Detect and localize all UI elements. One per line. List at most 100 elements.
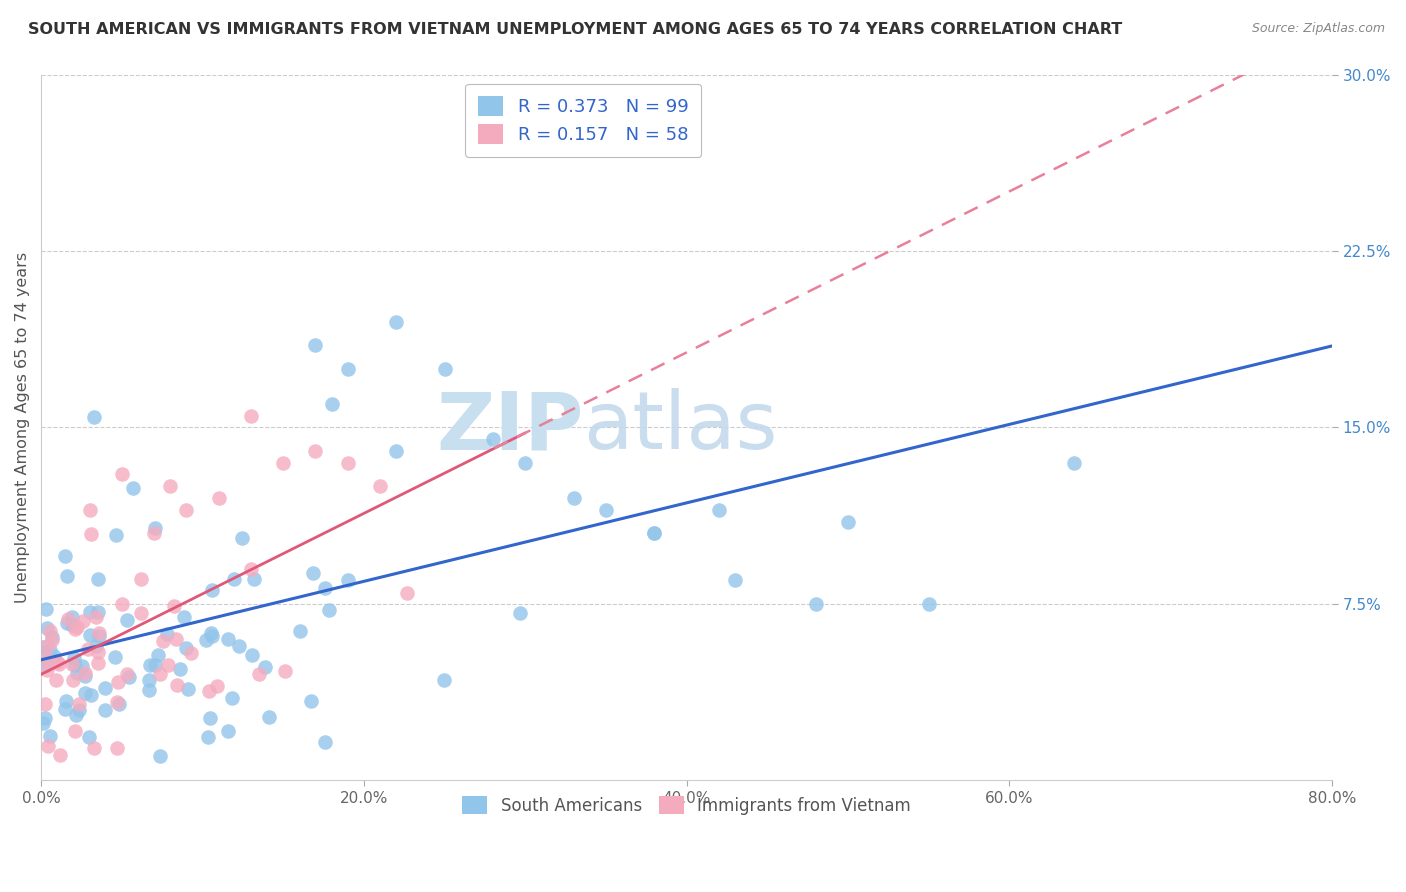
Point [917,597,939,611]
Point [804,597,827,611]
Point [152,634,174,648]
Point [231,532,253,546]
Point [79,502,101,516]
Point [73,665,96,680]
Text: Source: ZipAtlas.com: Source: ZipAtlas.com [1251,22,1385,36]
Point [321,397,343,411]
Point [509,607,531,621]
Point [31,640,53,654]
Point [107,695,129,709]
Point [41,632,63,647]
Point [243,572,266,586]
Point [163,599,186,613]
Point [63,623,86,637]
Point [62,610,84,624]
Point [67,703,90,717]
Point [34,711,56,725]
Point [60,618,83,632]
Point [173,609,195,624]
Point [239,561,262,575]
Point [73,686,96,700]
Point [48,657,70,671]
Point [643,526,665,541]
Point [304,444,326,458]
Point [35,639,58,653]
Point [180,646,202,660]
Point [77,641,100,656]
Point [385,444,408,458]
Point [271,456,294,470]
Point [107,675,129,690]
Point [217,632,239,646]
Point [34,658,56,673]
Point [115,613,138,627]
Point [38,729,60,743]
Point [562,491,585,505]
Point [314,582,336,596]
Point [194,633,217,648]
Point [257,710,280,724]
Point [77,730,100,744]
Point [129,606,152,620]
Point [41,630,63,644]
Point [433,673,456,687]
Point [66,620,89,634]
Point [42,649,65,664]
Text: atlas: atlas [583,388,778,467]
Point [288,624,311,639]
Point [35,651,58,665]
Point [837,515,859,529]
Point [70,659,93,673]
Point [174,640,197,655]
Point [217,723,239,738]
Point [247,666,270,681]
Point [104,527,127,541]
Point [143,526,166,541]
Point [38,643,60,657]
Point [176,502,198,516]
Point [55,694,77,708]
Point [35,622,58,636]
Point [138,673,160,687]
Point [34,697,56,711]
Point [60,657,83,671]
Point [254,660,277,674]
Point [56,612,79,626]
Point [318,603,340,617]
Point [273,664,295,678]
Point [122,481,145,495]
Point [63,651,86,665]
Point [222,572,245,586]
Point [32,716,55,731]
Point [177,682,200,697]
Point [111,597,134,611]
Point [53,549,76,564]
Point [304,338,326,352]
Point [143,521,166,535]
Point [1063,456,1085,470]
Point [115,666,138,681]
Text: ZIP: ZIP [436,388,583,467]
Point [165,632,187,647]
Point [93,681,115,695]
Point [93,702,115,716]
Point [201,628,224,642]
Point [149,748,172,763]
Point [337,574,360,588]
Point [72,614,94,628]
Point [79,628,101,642]
Legend: South Americans, Immigrants from Vietnam: South Americans, Immigrants from Vietnam [453,786,921,825]
Point [707,502,730,516]
Point [87,645,110,659]
Point [111,467,134,482]
Point [146,648,169,663]
Point [83,740,105,755]
Point [239,409,262,423]
Point [200,626,222,640]
Point [148,667,170,681]
Point [79,527,101,541]
Point [166,677,188,691]
Point [205,679,228,693]
Point [159,479,181,493]
Point [37,663,59,677]
